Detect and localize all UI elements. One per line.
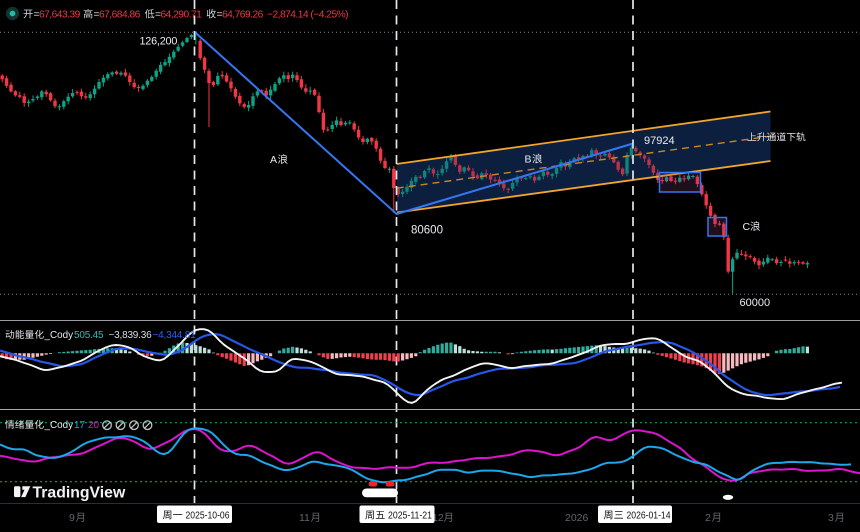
svg-text:11: 11 [299, 512, 310, 524]
svg-text:2025-11-21: 2025-11-21 [388, 511, 432, 522]
svg-text:3: 3 [828, 512, 834, 524]
svg-text:A: A [270, 154, 277, 166]
svg-text:20: 20 [88, 420, 100, 431]
svg-text:17: 17 [74, 420, 86, 431]
svg-text:2026-01-14: 2026-01-14 [627, 511, 671, 522]
svg-text:=67,643.39: =67,643.39 [34, 10, 81, 21]
svg-text:2026: 2026 [565, 512, 589, 524]
svg-text:=64,769.26: =64,769.26 [217, 10, 264, 21]
svg-text:−3,839.36: −3,839.36 [109, 330, 153, 341]
svg-text:60000: 60000 [740, 297, 771, 309]
svg-text:_Cody: _Cody [44, 330, 74, 341]
svg-text:126,200: 126,200 [140, 36, 178, 48]
svg-text:97924: 97924 [644, 135, 675, 147]
svg-text:_Cody: _Cody [44, 420, 74, 431]
svg-text:−4,344.81: −4,344.81 [153, 330, 197, 341]
svg-text:B: B [525, 154, 532, 166]
svg-text:=67,684.86: =67,684.86 [94, 10, 141, 21]
svg-text:TradingView: TradingView [33, 485, 126, 502]
svg-text:2025-10-06: 2025-10-06 [186, 511, 230, 522]
svg-text:=64,290.71: =64,290.71 [155, 10, 202, 21]
svg-text:9: 9 [69, 512, 75, 524]
svg-text:505.45: 505.45 [74, 330, 104, 341]
svg-text:80600: 80600 [411, 225, 443, 237]
svg-text:12: 12 [432, 512, 444, 524]
svg-text:2: 2 [705, 512, 711, 524]
svg-text:−2,874.14 (−4.25%): −2,874.14 (−4.25%) [267, 10, 348, 21]
svg-text:C: C [743, 221, 751, 233]
